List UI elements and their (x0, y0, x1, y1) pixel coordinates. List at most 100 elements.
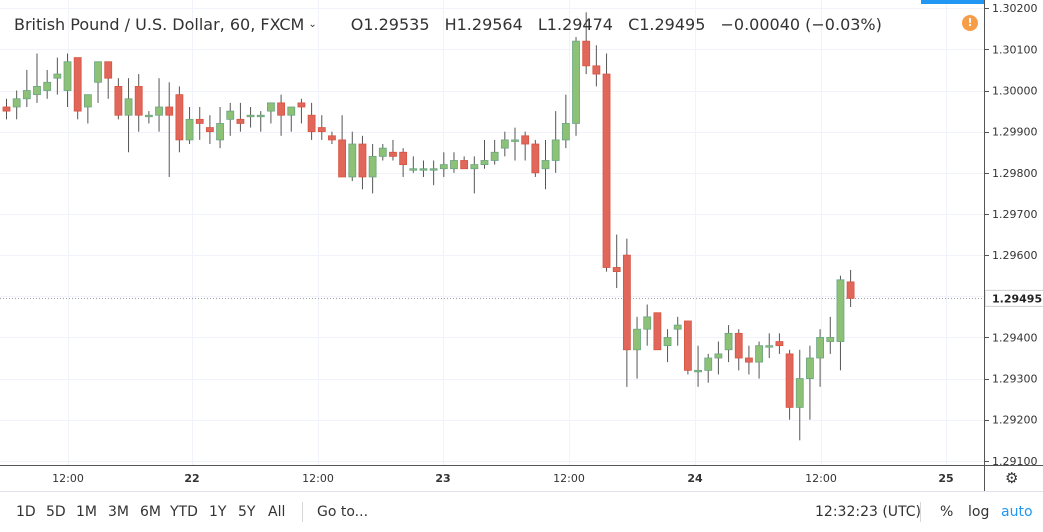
range-6m-button[interactable]: 6M (140, 504, 161, 520)
candle (775, 333, 784, 354)
candle (246, 106, 255, 128)
auto-scale-button[interactable]: auto (1001, 504, 1033, 520)
candle-body (368, 155, 377, 178)
candle (745, 345, 753, 375)
candle (551, 111, 560, 173)
change-value: −0.00040 (−0.03%) (720, 14, 882, 34)
close-value: C1.29495 (628, 14, 706, 34)
candle-body (317, 127, 326, 133)
candle-body (795, 378, 804, 408)
candle (328, 131, 336, 145)
range-1y-button[interactable]: 1Y (209, 504, 227, 520)
candlestick-chart[interactable] (0, 0, 984, 465)
chevron-down-icon[interactable]: ⌄ (308, 18, 317, 30)
candle-body (694, 369, 702, 373)
clock-readout[interactable]: 12:32:23 (UTC) (815, 504, 922, 520)
candle-body (561, 123, 570, 141)
candle-body (551, 139, 560, 161)
candle (409, 156, 418, 173)
candle (114, 78, 123, 120)
range-1d-button[interactable]: 1D (16, 504, 36, 520)
candle-body (328, 135, 336, 141)
candle-body (511, 139, 519, 142)
chart-pane[interactable]: British Pound / U.S. Dollar, 60, FXCM ⌄ … (0, 0, 984, 465)
candle-body (572, 40, 580, 124)
candle-body (643, 316, 652, 330)
candle-body (450, 160, 458, 170)
price-tick-label: 1.29300 (992, 373, 1038, 386)
candle-body (358, 143, 367, 178)
price-tick-label: 1.30100 (992, 43, 1038, 56)
candle (663, 329, 672, 363)
candle-body (297, 102, 306, 108)
candle (134, 74, 143, 132)
gear-icon[interactable]: ⚙ (1005, 469, 1019, 487)
toolbar-divider (302, 502, 303, 522)
candle-body (622, 254, 631, 351)
candle-body (765, 345, 774, 348)
candle (124, 78, 133, 153)
candle-body (470, 164, 479, 170)
symbol-title[interactable]: British Pound / U.S. Dollar, 60, FXCM (14, 14, 305, 34)
candle-body (612, 267, 621, 272)
candle-body (429, 168, 438, 171)
candle (490, 139, 499, 165)
candle-body (582, 40, 591, 67)
candle-body (439, 164, 448, 170)
candle (399, 148, 408, 177)
candle (348, 131, 357, 182)
price-tick-label: 1.29600 (992, 249, 1038, 262)
candle (755, 341, 763, 379)
time-axis[interactable]: 12:00 22 12:00 23 12:00 24 12:00 25 (0, 465, 984, 491)
candle (63, 53, 72, 107)
candle (287, 106, 296, 132)
candle (643, 304, 652, 346)
candle (267, 102, 275, 124)
candle-body (419, 168, 428, 171)
candle (683, 320, 692, 375)
price-tick-label: 1.29700 (992, 208, 1038, 221)
candle (33, 53, 41, 103)
range-3m-button[interactable]: 3M (108, 504, 129, 520)
goto-button[interactable]: Go to... (317, 504, 369, 520)
price-axis[interactable]: 1.30200 1.30100 1.30000 1.29900 1.29800 1.297… (984, 0, 1043, 465)
candle-body (724, 332, 733, 351)
candle-body (226, 110, 235, 120)
candle-body (602, 73, 611, 268)
price-tick-label: 1.29800 (992, 167, 1038, 180)
candle (806, 345, 814, 420)
candle (104, 61, 113, 99)
candle-body (185, 118, 194, 141)
candle (521, 131, 530, 161)
candle-body (816, 337, 824, 359)
symbol-legend: British Pound / U.S. Dollar, 60, FXCM ⌄ … (14, 13, 892, 35)
chart-settings-corner[interactable]: ⚙ (984, 465, 1043, 491)
percent-scale-button[interactable]: % (940, 504, 954, 520)
time-tick-label: 23 (435, 472, 450, 485)
candle (816, 329, 824, 387)
candle (195, 106, 204, 140)
candle-body (785, 353, 794, 408)
candle (470, 156, 479, 194)
candle-body (33, 86, 41, 96)
range-ytd-button[interactable]: YTD (170, 504, 198, 520)
range-1m-button[interactable]: 1M (76, 504, 97, 520)
candle-body (826, 337, 835, 342)
range-5d-button[interactable]: 5D (46, 504, 66, 520)
price-tick-label: 1.30000 (992, 85, 1038, 98)
candle (144, 111, 153, 124)
candle (216, 106, 224, 149)
price-tick-label: 1.30200 (992, 2, 1038, 15)
warning-icon[interactable]: ! (962, 15, 978, 31)
candle (846, 269, 855, 307)
low-value: L1.29474 (537, 14, 613, 34)
high-value: H1.29564 (444, 14, 523, 34)
candle (785, 349, 794, 420)
candle-body (267, 102, 275, 112)
candle-body (53, 73, 62, 79)
candle-body (134, 86, 143, 116)
candle-body (500, 139, 509, 149)
range-5y-button[interactable]: 5Y (238, 504, 256, 520)
log-scale-button[interactable]: log (968, 504, 990, 520)
range-all-button[interactable]: All (268, 504, 286, 520)
